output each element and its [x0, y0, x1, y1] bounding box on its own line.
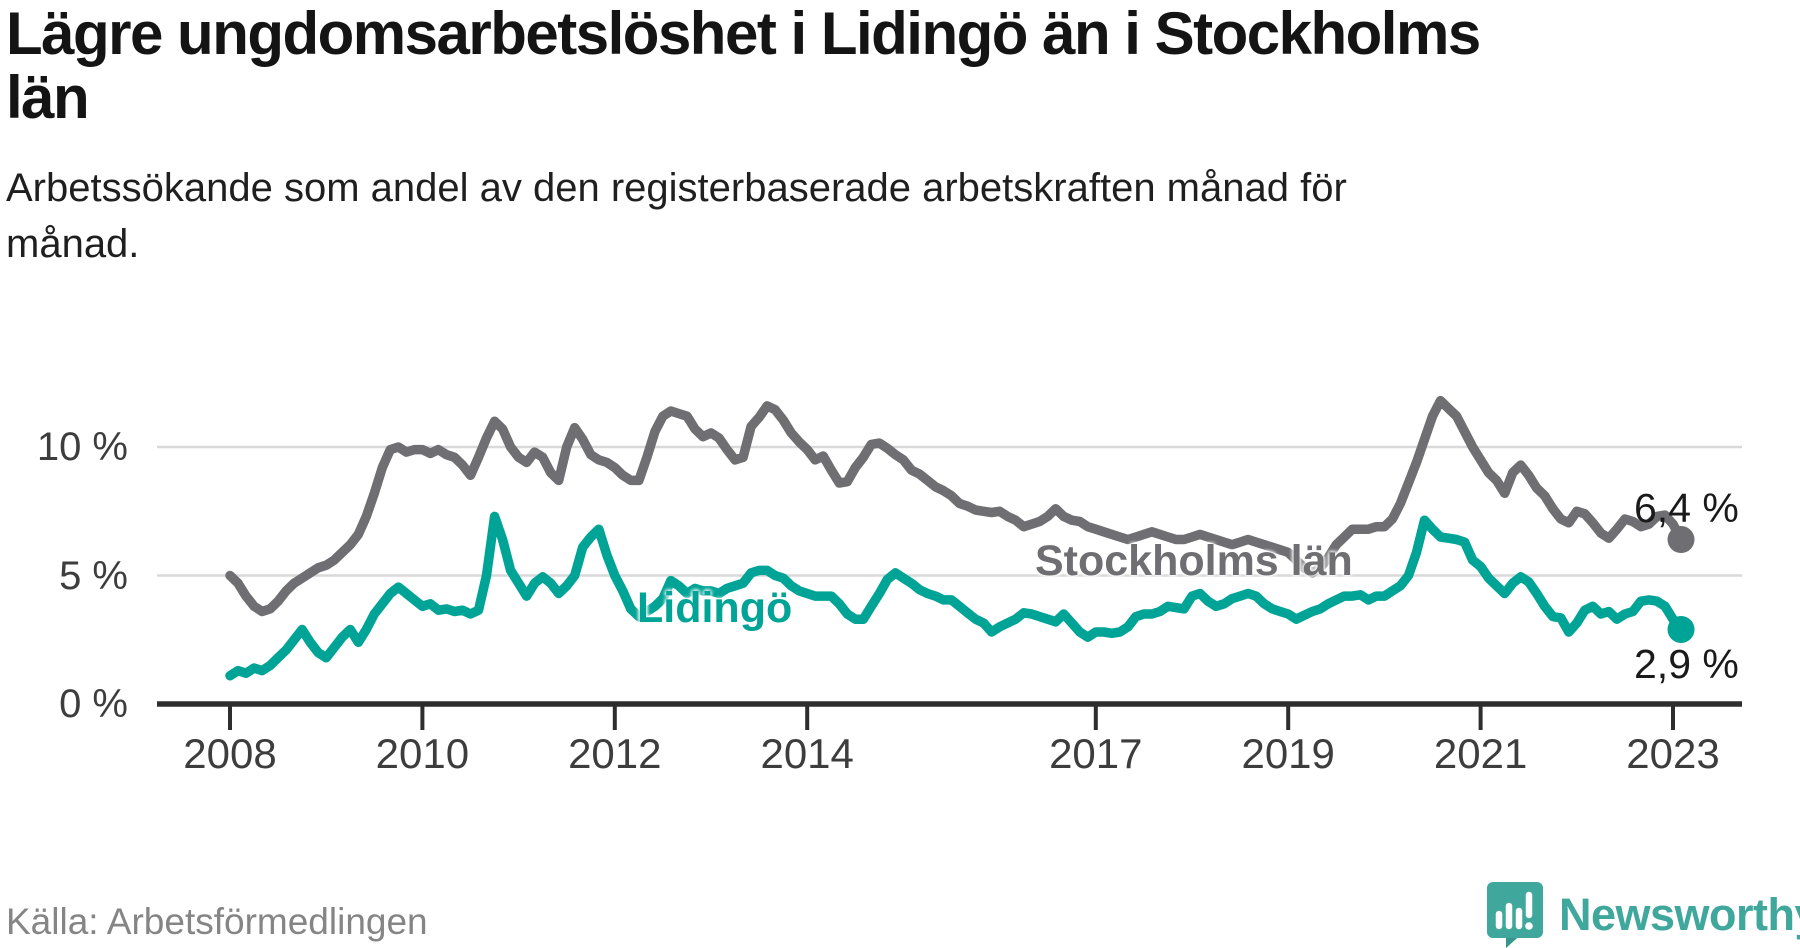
end-value-lidingo: 2,9 %	[1634, 641, 1739, 687]
end-dot-lidingo	[1667, 615, 1695, 643]
series-line-lidingo	[225, 511, 1686, 681]
x-tick-label-2010: 2010	[375, 730, 470, 777]
source-note: Källa: Arbetsförmedlingen	[6, 901, 428, 942]
newsworthy-brand[interactable]: Newsworthy	[1487, 882, 1800, 948]
brand-name: Newsworthy	[1559, 889, 1800, 940]
series-label-stockholms-lan: Stockholms län	[1035, 537, 1353, 585]
series-line-stockholms-lan	[225, 395, 1686, 617]
x-tick-label-2012: 2012	[568, 730, 662, 777]
end-dot-stockholms-lan	[1667, 526, 1695, 554]
x-tick-label-2019: 2019	[1241, 730, 1335, 777]
x-tick-label-2021: 2021	[1433, 730, 1528, 777]
y-tick-label-0: 0 %	[59, 682, 128, 726]
y-tick-label-10: 10 %	[36, 425, 128, 469]
chart-subtitle: Arbetssökande som andel av den registerb…	[6, 166, 1347, 266]
page-title: Lägre ungdomsarbetslöshet i Lidingö än i…	[6, 0, 1481, 131]
x-tick-label-2017: 2017	[1049, 730, 1143, 777]
y-tick-label-5: 5 %	[59, 553, 128, 598]
series-label-lidingo: Lidingö	[637, 584, 793, 632]
x-tick-label-2014: 2014	[760, 730, 854, 777]
x-tick-label-2023: 2023	[1626, 730, 1720, 777]
end-value-stockholms-lan: 6,4 %	[1634, 485, 1739, 531]
newsworthy-speech-bubble-chart-icon	[1487, 882, 1543, 948]
x-tick-label-2008: 2008	[183, 730, 277, 777]
